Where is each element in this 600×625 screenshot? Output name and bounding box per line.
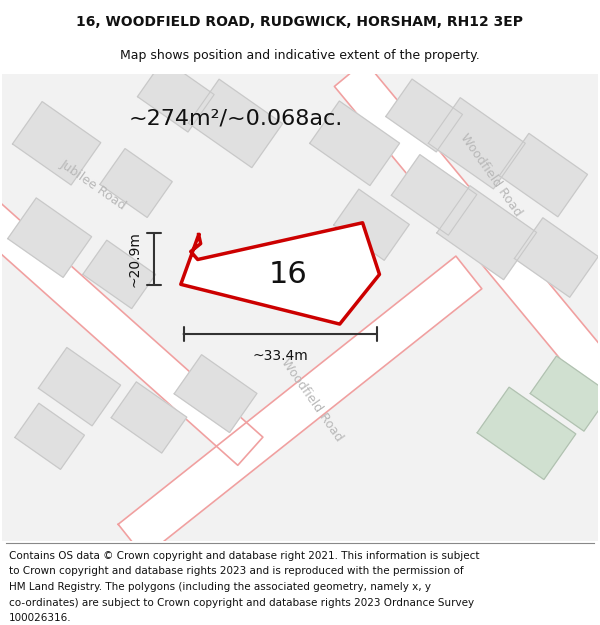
- Polygon shape: [530, 356, 600, 431]
- Polygon shape: [477, 388, 576, 479]
- Polygon shape: [334, 189, 409, 260]
- Text: ~33.4m: ~33.4m: [252, 349, 308, 363]
- Polygon shape: [100, 149, 172, 218]
- Text: 16: 16: [269, 260, 307, 289]
- Polygon shape: [13, 102, 101, 185]
- Text: to Crown copyright and database rights 2023 and is reproduced with the permissio: to Crown copyright and database rights 2…: [9, 566, 464, 576]
- Polygon shape: [83, 240, 155, 309]
- Polygon shape: [38, 348, 121, 426]
- Text: Woodfield Road: Woodfield Road: [278, 356, 345, 443]
- Polygon shape: [499, 133, 587, 217]
- Polygon shape: [118, 256, 482, 557]
- Polygon shape: [391, 154, 477, 235]
- Polygon shape: [8, 198, 92, 278]
- Text: 16, WOODFIELD ROAD, RUDGWICK, HORSHAM, RH12 3EP: 16, WOODFIELD ROAD, RUDGWICK, HORSHAM, R…: [77, 15, 523, 29]
- Polygon shape: [386, 79, 463, 152]
- Text: co-ordinates) are subject to Crown copyright and database rights 2023 Ordnance S: co-ordinates) are subject to Crown copyr…: [9, 598, 474, 608]
- Text: ~274m²/~0.068ac.: ~274m²/~0.068ac.: [128, 109, 343, 129]
- Polygon shape: [174, 355, 257, 432]
- Polygon shape: [181, 222, 379, 324]
- Polygon shape: [0, 189, 263, 465]
- Text: Woodfield Road: Woodfield Road: [457, 131, 524, 219]
- Polygon shape: [111, 382, 187, 453]
- Polygon shape: [514, 217, 598, 298]
- Polygon shape: [15, 403, 85, 469]
- Text: HM Land Registry. The polygons (including the associated geometry, namely x, y: HM Land Registry. The polygons (includin…: [9, 582, 431, 592]
- Polygon shape: [334, 61, 600, 434]
- Polygon shape: [428, 98, 526, 189]
- Text: Contains OS data © Crown copyright and database right 2021. This information is : Contains OS data © Crown copyright and d…: [9, 551, 479, 561]
- Polygon shape: [188, 79, 283, 168]
- Polygon shape: [437, 186, 536, 279]
- Text: Jubilee Road: Jubilee Road: [58, 158, 129, 212]
- Polygon shape: [310, 101, 400, 186]
- Polygon shape: [137, 59, 214, 132]
- Text: Map shows position and indicative extent of the property.: Map shows position and indicative extent…: [120, 49, 480, 62]
- Text: ~20.9m: ~20.9m: [127, 231, 141, 287]
- Text: 100026316.: 100026316.: [9, 613, 71, 623]
